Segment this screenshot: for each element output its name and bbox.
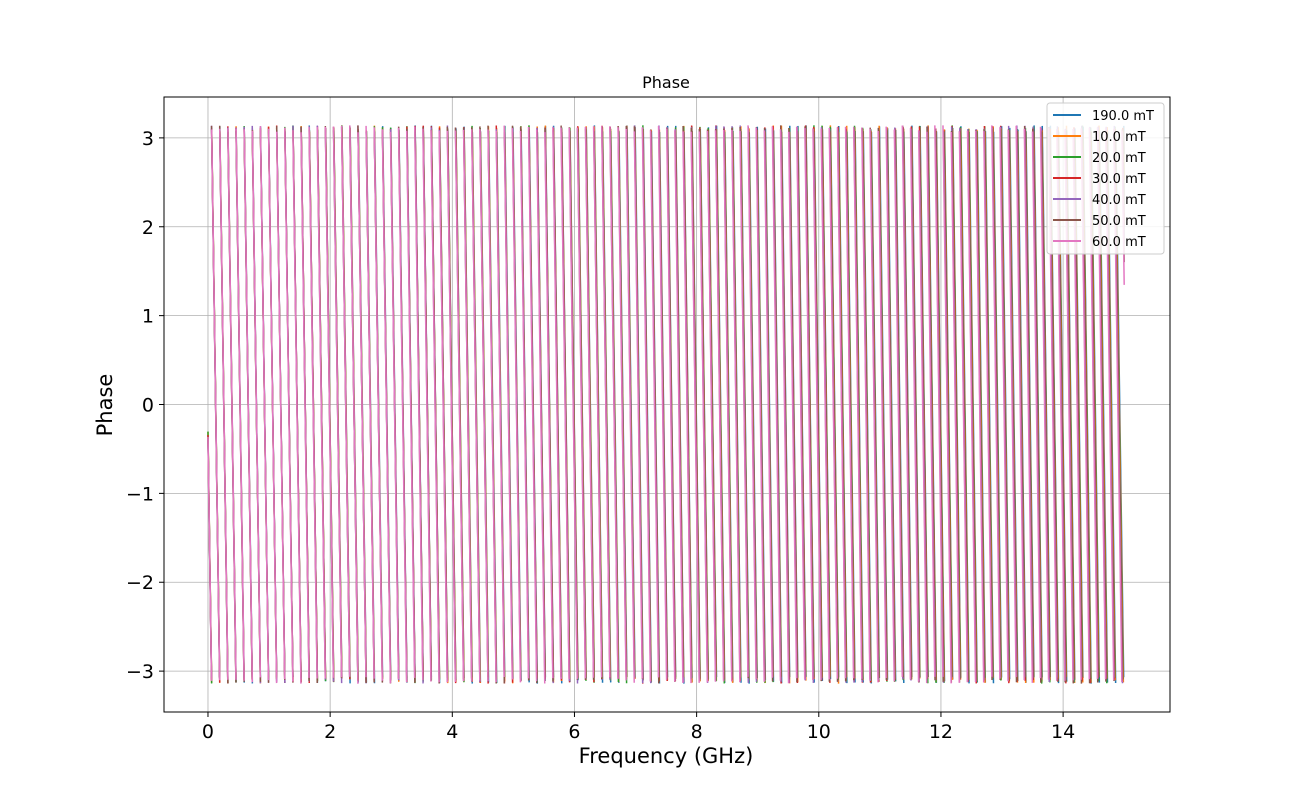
x-tick-label: 6 [568,721,580,743]
x-tick-label: 2 [324,721,336,743]
series-line [207,125,1125,684]
y-tick-label: −3 [126,661,154,683]
y-tick-label: 0 [142,395,154,417]
y-tick-label: 1 [142,306,154,328]
y-tick-label: −2 [126,572,154,594]
y-axis-label: Phase [93,374,117,437]
y-tick-label: 2 [142,217,154,239]
legend-label: 10.0 mT [1092,130,1146,145]
x-tick-label: 0 [202,721,214,743]
chart-title: Phase [642,73,690,92]
y-axis: −3 −2 −1 0 1 2 3 [126,128,164,683]
x-tick-label: 8 [691,721,703,743]
x-axis-label: Frequency (GHz) [579,744,754,768]
x-tick-label: 14 [1051,721,1075,743]
y-tick-label: 3 [142,128,154,150]
x-axis: 0 2 4 6 8 10 12 14 [202,712,1075,743]
legend-label: 40.0 mT [1092,193,1146,208]
legend-label: 30.0 mT [1092,172,1146,187]
legend-label: 20.0 mT [1092,151,1146,166]
legend-label: 50.0 mT [1092,214,1146,229]
legend-box [1046,102,1165,255]
x-tick-label: 12 [929,721,953,743]
legend-label: 190.0 mT [1092,109,1154,124]
plot-area [207,125,1125,684]
legend: 190.0 mT 10.0 mT 20.0 mT 30.0 mT 40.0 mT 50.0… [1046,102,1165,255]
legend-label: 60.0 mT [1092,235,1146,250]
x-tick-label: 4 [446,721,458,743]
y-tick-label: −1 [126,483,154,505]
x-tick-label: 10 [807,721,831,743]
